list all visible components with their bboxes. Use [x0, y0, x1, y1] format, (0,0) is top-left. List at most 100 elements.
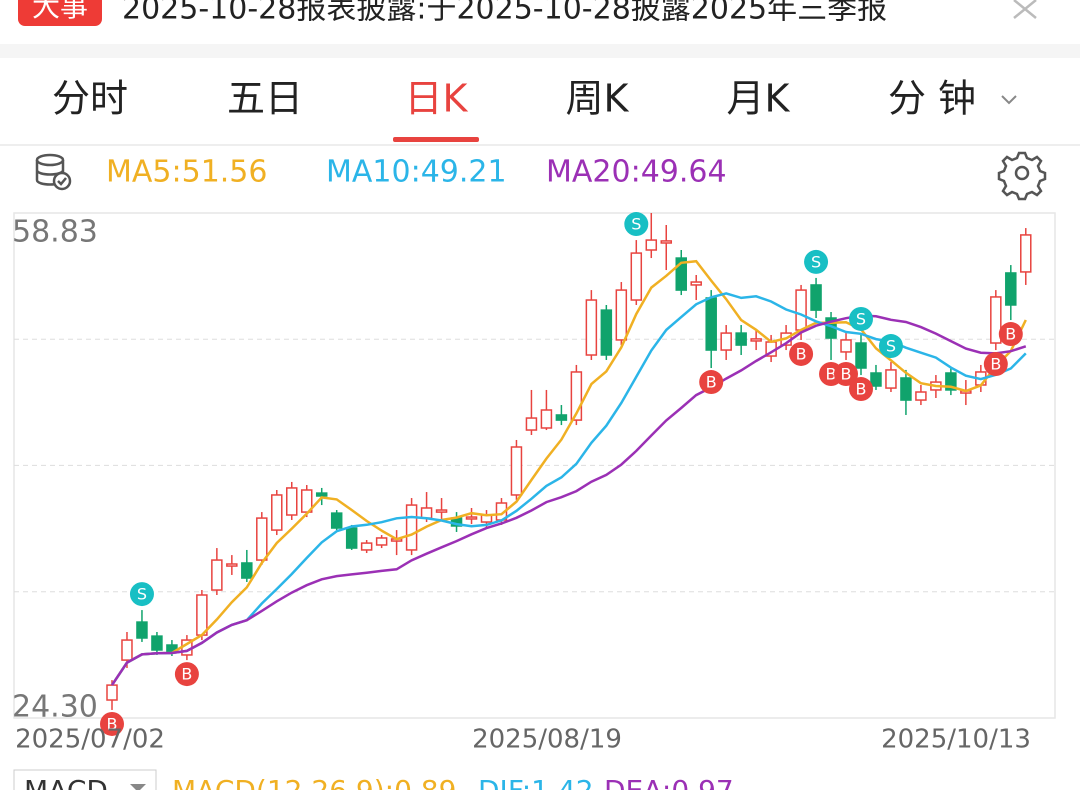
candle-body	[465, 516, 478, 520]
signal-label: B	[107, 714, 118, 733]
candle-body	[810, 284, 822, 311]
candle-body	[990, 296, 1002, 344]
candle-body	[286, 487, 298, 516]
macd-dea: DEA:0.97	[604, 774, 734, 790]
signal-marker	[699, 370, 724, 395]
candle-body	[196, 594, 208, 636]
candle-body	[360, 542, 373, 551]
tab[interactable]: 月K	[727, 77, 791, 121]
tab[interactable]: 分时	[52, 77, 128, 121]
indicator-select[interactable]	[13, 769, 157, 790]
ma-legend: MA10:49.21	[326, 155, 507, 190]
signal-marker	[998, 322, 1023, 347]
candle-body	[555, 414, 568, 421]
dropdown-icon[interactable]	[1001, 95, 1017, 105]
candle-body	[900, 377, 912, 401]
candle-body	[540, 409, 553, 429]
ma-line	[110, 314, 1027, 686]
tab-underline	[393, 137, 479, 142]
signal-marker	[834, 361, 859, 386]
candle-body	[885, 369, 897, 389]
candle-body	[136, 621, 148, 639]
candle-body	[241, 562, 253, 579]
candle-body	[585, 299, 598, 356]
candle-body	[675, 257, 687, 291]
signal-label: S	[886, 337, 896, 356]
header-text[interactable]: 2025-10-28报表披露:于2025-10-28披露2025年三季报	[122, 0, 887, 27]
signal-marker	[849, 377, 873, 402]
candle-body	[705, 297, 717, 351]
candle-body	[615, 289, 628, 341]
close-icon[interactable]	[1013, 0, 1037, 19]
candle-body	[375, 537, 388, 546]
candle-body	[525, 417, 538, 431]
signal-label: B	[841, 364, 852, 383]
tab[interactable]: 分 钟	[888, 77, 976, 121]
candle-body	[211, 559, 223, 591]
candle-body	[106, 684, 118, 701]
indicator-name[interactable]: MACD	[24, 774, 108, 790]
y-tick-label: 58.83	[12, 215, 98, 250]
macd-params: MACD(12,26,9):0.89	[172, 774, 456, 790]
candle-body	[315, 492, 328, 497]
signal-marker	[878, 334, 903, 359]
y-tick-label: 24.30	[12, 690, 98, 725]
signal-label: B	[181, 665, 192, 684]
candle-body	[600, 309, 613, 356]
candle-body	[795, 289, 807, 331]
candle-body	[1020, 234, 1032, 273]
candle-body	[256, 517, 268, 561]
candle-body	[510, 446, 523, 496]
signal-marker	[849, 306, 873, 331]
signal-label: S	[137, 585, 147, 604]
candle-body	[945, 372, 957, 391]
candle-body	[690, 281, 702, 286]
signal-label: B	[826, 364, 837, 383]
settings-icon[interactable]	[997, 151, 1047, 201]
tab[interactable]: 周K	[566, 77, 630, 121]
candle-body	[226, 563, 238, 567]
separator	[0, 44, 1080, 58]
signal-marker	[789, 341, 814, 366]
db-icon[interactable]	[35, 153, 72, 191]
select-arrow[interactable]	[130, 784, 146, 790]
candle-body	[915, 391, 927, 401]
ma-legend: MA20:49.64	[546, 155, 727, 190]
signal-label: S	[811, 252, 821, 271]
candle-body	[645, 239, 658, 251]
badge-bg	[18, 0, 102, 26]
signal-marker	[100, 711, 124, 736]
ma-legend: MA5:51.56	[106, 155, 267, 190]
signal-marker	[129, 582, 154, 607]
x-label: 2025/08/19	[472, 725, 622, 755]
signal-label: B	[796, 344, 807, 363]
candle-body	[1005, 272, 1017, 306]
candle-body	[420, 507, 433, 519]
candle-body	[405, 504, 418, 551]
signal-label: S	[856, 309, 866, 328]
candle-body	[330, 512, 343, 529]
candle-body	[151, 635, 163, 651]
candle-body	[840, 339, 852, 353]
signal-marker	[174, 662, 199, 687]
signal-label: S	[631, 215, 641, 234]
candle-body	[855, 342, 867, 369]
candle-body	[735, 332, 747, 346]
tab[interactable]: 日K	[405, 77, 469, 121]
candle-body	[660, 240, 673, 244]
ma-line	[110, 259, 1027, 686]
signal-marker	[804, 249, 829, 274]
x-label: 2025/10/13	[881, 725, 1031, 755]
signal-marker	[983, 352, 1008, 377]
signal-label: B	[1005, 325, 1016, 344]
tab[interactable]: 五日	[227, 77, 303, 121]
signal-label: B	[990, 355, 1001, 374]
candle-body	[750, 338, 762, 342]
candle-body	[570, 371, 583, 421]
candle-body	[630, 252, 643, 301]
candle-body	[870, 372, 882, 387]
badge: 大事	[32, 0, 88, 23]
